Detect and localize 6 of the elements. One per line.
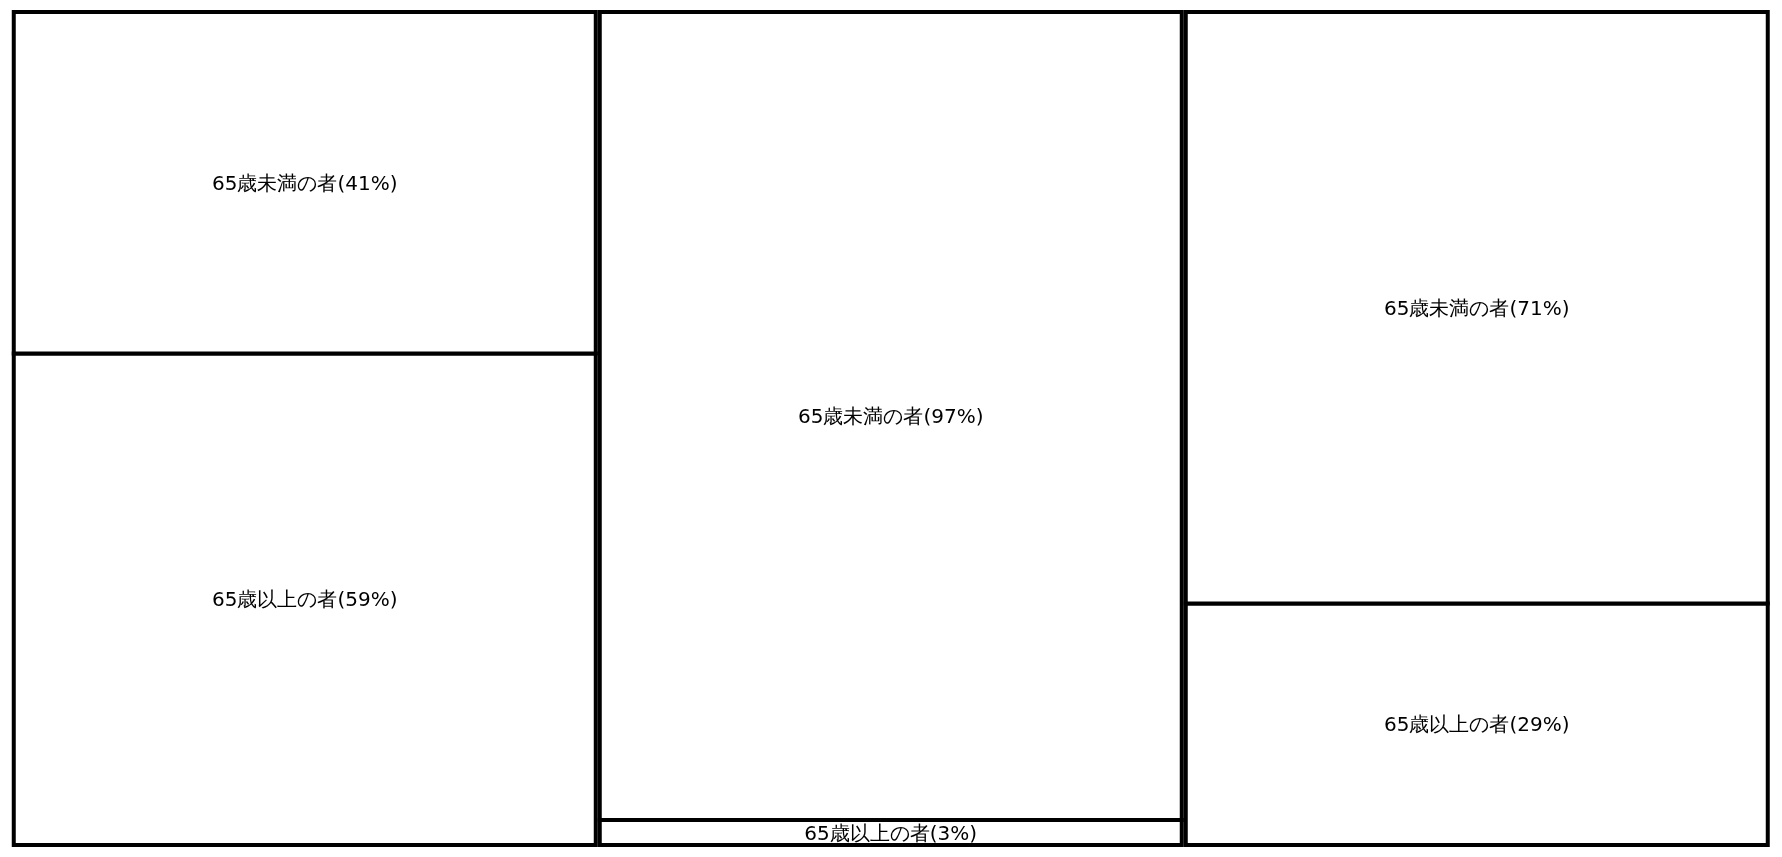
data-label: 65歳未満の者(41%) xyxy=(212,170,398,195)
data-label: 65歳以上の者(59%) xyxy=(212,587,398,612)
data-label: 65歳未満の者(97%) xyxy=(798,404,984,429)
data-label: 65歳以上の者(3%) xyxy=(804,820,978,845)
data-label: 65歳未満の者(71%) xyxy=(1384,295,1570,320)
data-label: 65歳以上の者(29%) xyxy=(1384,712,1570,737)
